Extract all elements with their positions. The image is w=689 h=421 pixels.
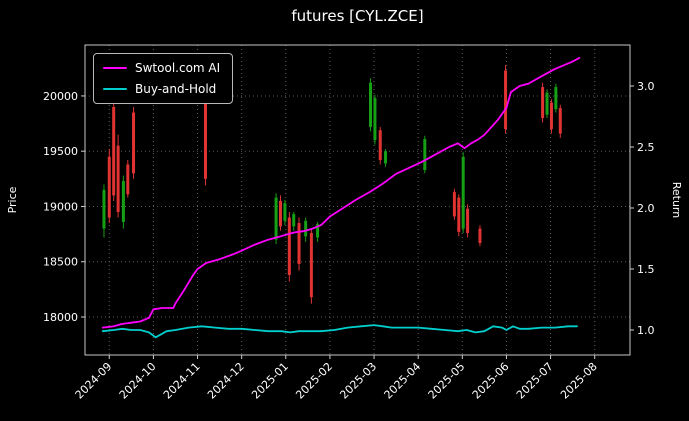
- candle-body: [107, 156, 111, 218]
- x-tick-label: 2024-12: [205, 360, 247, 402]
- candle-body: [541, 87, 545, 119]
- x-tick-label: 2025-02: [293, 360, 335, 402]
- candle-body: [558, 108, 562, 134]
- candle-body: [297, 223, 301, 264]
- candle-body: [121, 181, 125, 222]
- candle-body: [457, 197, 461, 232]
- chart-title: futures [CYL.ZCE]: [291, 7, 424, 25]
- series-line-0: [101, 57, 581, 329]
- candle-body: [466, 208, 470, 233]
- candle-body: [378, 130, 382, 161]
- candle-body: [452, 192, 456, 217]
- candle-body: [112, 107, 116, 196]
- candle-body: [549, 102, 553, 130]
- candle-body: [292, 214, 296, 227]
- candle-body: [316, 224, 320, 238]
- x-tick-label: 2024-09: [73, 360, 115, 402]
- x-tick-label: 2025-07: [514, 360, 556, 402]
- candle-body: [274, 197, 278, 240]
- legend: Swtool.com AI Buy-and-Hold: [93, 53, 234, 104]
- x-tick-label: 2024-10: [117, 360, 159, 402]
- candle-body: [384, 151, 388, 164]
- y-left-tick-label: 19000: [43, 200, 78, 213]
- candle-body: [373, 98, 377, 141]
- candle-body: [278, 200, 282, 227]
- y-right-tick-label: 1.5: [637, 263, 655, 276]
- y-left-tick-label: 18500: [43, 256, 78, 269]
- candle-body: [504, 70, 508, 130]
- y-left-axis-label: Price: [6, 186, 19, 213]
- candle-body: [132, 112, 136, 174]
- legend-label-buy-and-hold: Buy-and-Hold: [135, 82, 217, 96]
- candle-body: [116, 145, 120, 212]
- x-tick-label: 2024-11: [161, 360, 203, 402]
- x-tick-label: 2025-06: [470, 360, 512, 402]
- legend-item-buy-and-hold: Buy-and-Hold: [103, 82, 220, 96]
- candle-body: [309, 232, 313, 298]
- y-right-tick-label: 1.0: [637, 324, 655, 337]
- candle-body: [554, 87, 558, 110]
- y-right-axis-label: Return: [670, 182, 683, 219]
- y-right-tick-label: 3.0: [637, 80, 655, 93]
- legend-label-ai: Swtool.com AI: [135, 61, 221, 75]
- x-tick-label: 2025-01: [249, 360, 291, 402]
- candle-body: [461, 156, 465, 229]
- candle-body: [423, 139, 427, 170]
- x-tick-label: 2025-04: [382, 360, 424, 402]
- series-line-1: [101, 324, 578, 339]
- y-left-tick-label: 18000: [43, 311, 78, 324]
- buy-and-hold-line-swatch: [103, 87, 127, 91]
- candle-body: [203, 95, 207, 179]
- y-left-tick-label: 19500: [43, 145, 78, 158]
- candle-body: [283, 203, 287, 221]
- y-left-tick-label: 20000: [43, 90, 78, 103]
- plot-frame: [84, 44, 631, 356]
- y-right-tick-label: 2.0: [637, 202, 655, 215]
- x-tick-label: 2025-05: [426, 360, 468, 402]
- candle-body: [287, 217, 291, 275]
- y-right-tick-label: 2.5: [637, 141, 655, 154]
- candle-body: [478, 228, 482, 243]
- candle-body: [545, 92, 549, 115]
- ai-line-swatch: [103, 66, 127, 70]
- candle-body: [102, 189, 106, 229]
- candle-body: [126, 164, 130, 195]
- candle-body: [304, 220, 308, 237]
- legend-item-ai: Swtool.com AI: [103, 61, 220, 75]
- x-tick-label: 2025-08: [558, 360, 600, 402]
- candle-body: [369, 82, 373, 127]
- x-tick-label: 2025-03: [337, 360, 379, 402]
